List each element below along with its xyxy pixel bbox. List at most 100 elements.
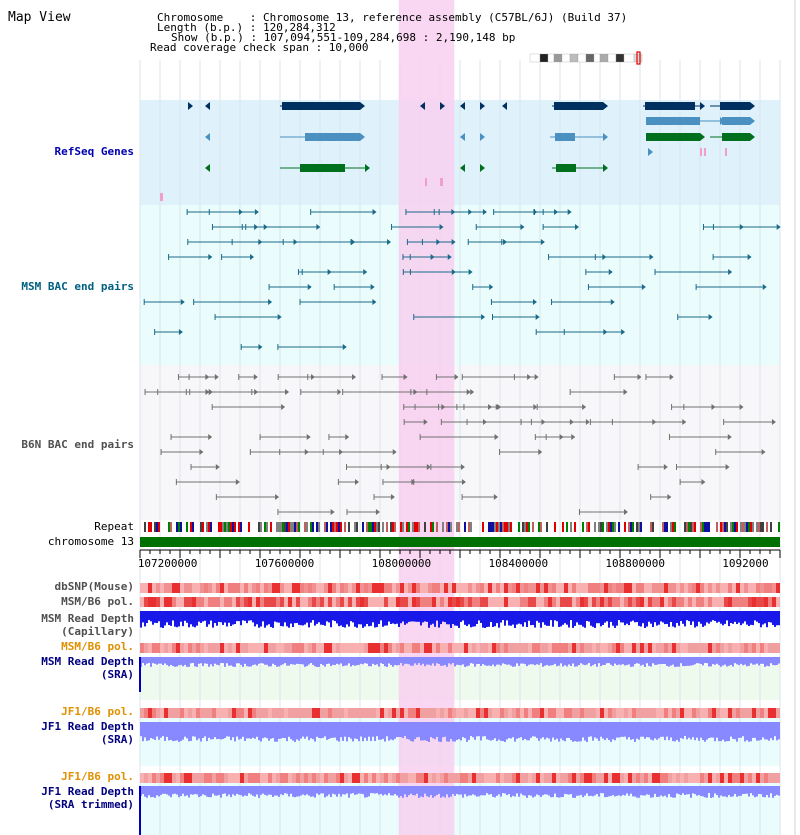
pol-strip-cell [304, 643, 308, 653]
read-depth-bar [736, 611, 738, 625]
track-label-dbsnp[interactable]: dbSNP(Mouse) [54, 580, 134, 593]
pol-strip-cell [452, 643, 456, 653]
read-depth-bar [260, 611, 262, 627]
read-depth-bar [202, 657, 204, 666]
read-depth-bar [392, 722, 394, 741]
ruler-tick-label: 1092000 [722, 557, 769, 570]
repeat-bar [716, 522, 718, 532]
read-depth-bar [296, 722, 298, 740]
read-depth-bar [376, 722, 378, 737]
bac-pair-arrow [423, 419, 428, 425]
pol-strip-cell [568, 597, 572, 607]
read-depth-bar [372, 611, 374, 623]
read-depth-bar [478, 611, 480, 621]
read-depth-bar [276, 722, 278, 742]
repeat-bar [702, 522, 704, 532]
track-label-msm-bac[interactable]: MSM BAC end pairs [21, 280, 134, 293]
pol-strip-cell [456, 708, 460, 718]
pol-strip-cell [480, 773, 484, 783]
read-depth-bar [182, 722, 184, 740]
read-depth-bar [650, 722, 652, 740]
bac-pair-arrow [637, 374, 642, 380]
pol-strip-cell [308, 773, 312, 783]
read-depth-bar [738, 657, 740, 666]
read-depth-bar [238, 722, 240, 740]
read-depth-bar [690, 611, 692, 625]
pol-strip-cell [172, 708, 176, 718]
pol-strip-cell [240, 643, 244, 653]
track-label-msm-depth-sra[interactable]: MSM Read Depth [41, 655, 134, 668]
read-depth-bar [382, 722, 384, 739]
read-depth-bar [696, 611, 698, 627]
read-depth-bar [442, 786, 444, 797]
track-label-refseq[interactable]: RefSeq Genes [54, 145, 134, 158]
pol-strip-cell [676, 773, 680, 783]
pol-strip-cell [472, 597, 476, 607]
repeat-bar [598, 522, 600, 532]
repeat-bar [362, 522, 364, 532]
track-label-msm-b6-pol[interactable]: MSM/B6 pol. [61, 595, 134, 608]
pol-strip-cell [200, 583, 204, 593]
read-depth-bar [500, 722, 502, 741]
read-depth-bar [688, 786, 690, 795]
read-depth-bar [196, 657, 198, 667]
repeat-bar [200, 522, 202, 532]
repeat-bar [202, 522, 204, 532]
gene-marker [205, 164, 210, 172]
read-depth-bar [386, 786, 388, 796]
read-depth-bar [706, 722, 708, 740]
read-depth-bar [758, 611, 760, 624]
track-label-msm-b6-pol-sra[interactable]: MSM/B6 pol. [61, 640, 134, 653]
bac-pair-arrow [747, 254, 752, 260]
read-depth-bar [508, 786, 510, 795]
read-depth-bar [186, 722, 188, 739]
track-label-jf1-b6-pol[interactable]: JF1/B6 pol. [61, 705, 134, 718]
gene-arrow [700, 102, 705, 110]
read-depth-bar [590, 611, 592, 626]
pol-strip-cell [264, 643, 268, 653]
read-depth-bar [756, 657, 758, 664]
read-depth-bar [226, 657, 228, 664]
pol-strip-cell [600, 583, 604, 593]
track-label-jf1-depth-sra[interactable]: JF1 Read Depth [41, 720, 134, 733]
pol-strip-cell [396, 708, 400, 718]
pol-strip-cell [292, 773, 296, 783]
pol-strip-cell [364, 583, 368, 593]
gene-fragment [704, 148, 706, 156]
pol-strip-cell [264, 708, 268, 718]
read-depth-bar [620, 657, 622, 665]
read-depth-bar [256, 722, 258, 737]
ruler-tick-label: 108800000 [605, 557, 665, 570]
pol-strip-cell [704, 597, 708, 607]
pol-strip-cell [304, 708, 308, 718]
read-depth-bar [364, 611, 366, 627]
read-depth-bar [216, 786, 218, 796]
track-label-msm-depth-capillary[interactable]: MSM Read Depth [41, 612, 134, 625]
read-depth-bar [476, 786, 478, 797]
repeat-bar [574, 522, 576, 532]
read-depth-bar [748, 611, 750, 627]
track-label-jf1-depth-trimmed[interactable]: JF1 Read Depth [41, 785, 134, 798]
read-depth-bar [654, 657, 656, 665]
pol-strip-cell [656, 597, 660, 607]
read-depth-bar [470, 611, 472, 628]
pol-strip-cell [188, 708, 192, 718]
read-depth-bar [574, 611, 576, 626]
read-depth-bar [350, 722, 352, 739]
pol-strip-cell [212, 773, 216, 783]
bac-pair-arrow [623, 389, 628, 395]
read-depth-bar [700, 657, 702, 665]
pol-strip-cell [572, 773, 576, 783]
pol-strip-cell [424, 597, 428, 607]
read-depth-bar [624, 722, 626, 737]
repeat-bar [640, 522, 642, 532]
read-depth-bar [530, 657, 532, 665]
track-label-b6n-bac[interactable]: B6N BAC end pairs [21, 438, 134, 451]
pol-strip-cell [576, 708, 580, 718]
show-range-info: Show (b.p.) : 107,094,551-109,284,698 : … [171, 31, 516, 44]
repeat-bar [298, 522, 300, 532]
track-label-jf1-b6-pol-trimmed[interactable]: JF1/B6 pol. [61, 770, 134, 783]
pol-strip-cell [696, 583, 700, 593]
repeat-bar [248, 522, 250, 532]
